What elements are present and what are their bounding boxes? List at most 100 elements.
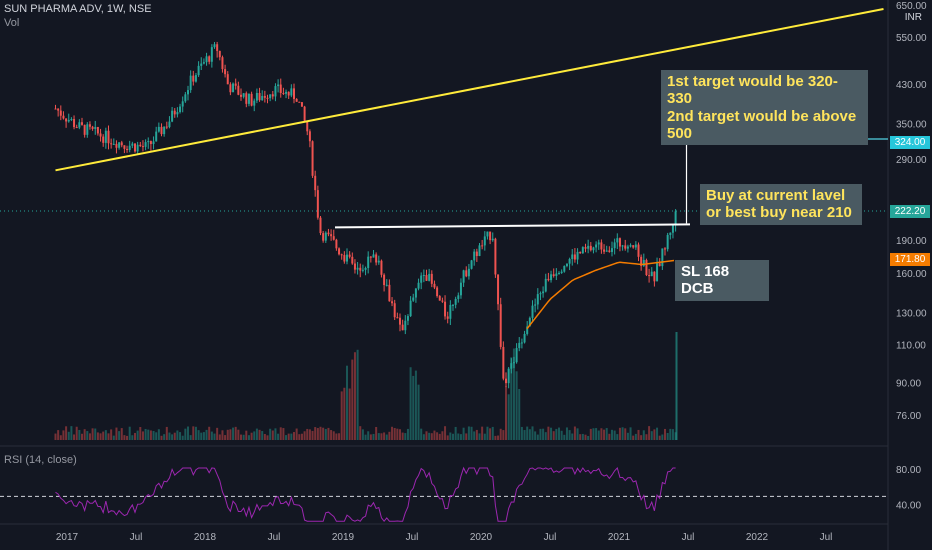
volume-bar	[536, 434, 539, 440]
volume-bar	[367, 431, 370, 440]
targets-annotation: 1st target would be 320-330 2nd target w…	[661, 70, 868, 145]
volume-bar	[330, 430, 333, 440]
volume-bar	[425, 431, 428, 440]
volume-bar	[550, 427, 553, 440]
candle-body	[372, 254, 375, 258]
candle-body	[359, 267, 362, 271]
candle-body	[377, 260, 380, 263]
volume-bar	[512, 348, 515, 440]
candle-body	[70, 119, 73, 121]
volume-bar	[335, 433, 338, 440]
candle-body	[579, 251, 582, 254]
candle-body	[552, 274, 555, 276]
candle-body	[112, 143, 115, 145]
time-tick-label: Jul	[682, 532, 695, 543]
price-tick-label: 290.00	[896, 155, 927, 166]
candle-body	[571, 254, 574, 260]
volume-bar	[459, 434, 462, 440]
volume-bar	[213, 433, 216, 440]
volume-bar	[245, 430, 248, 440]
time-tick-label: 2021	[608, 532, 631, 543]
time-tick-label: 2017	[56, 532, 79, 543]
candle-body	[436, 287, 439, 297]
moving-average-line	[526, 259, 675, 330]
candle-body	[629, 245, 632, 247]
candle-body	[661, 248, 664, 267]
candle-body	[356, 267, 359, 270]
volume-bar	[664, 428, 666, 440]
candle-body	[306, 120, 309, 132]
candle-body	[422, 274, 425, 276]
volume-bar	[624, 428, 627, 440]
candle-body	[258, 92, 261, 101]
volume-bar	[274, 428, 277, 440]
volume-bar	[139, 427, 142, 440]
candle-body	[534, 304, 537, 306]
price-tick-label: 90.00	[896, 379, 921, 390]
volume-bar	[372, 433, 375, 440]
volume-bar	[634, 433, 637, 440]
candle-body	[322, 233, 325, 241]
candle-body	[444, 301, 447, 317]
volume-bar	[616, 434, 619, 440]
volume-bar	[571, 433, 574, 440]
candle-body	[149, 141, 152, 145]
volume-bar	[247, 435, 250, 440]
volume-bar	[141, 431, 144, 440]
volume-bar	[412, 375, 415, 440]
candle-body	[576, 251, 579, 260]
candle-body	[200, 63, 203, 66]
volume-bar	[568, 430, 571, 440]
candle-body	[523, 333, 526, 343]
volume-bar	[144, 428, 147, 440]
candle-body	[81, 122, 83, 125]
volume-bar	[226, 429, 229, 440]
candle-body	[210, 47, 213, 62]
volume-bar	[409, 367, 412, 440]
candle-body	[192, 75, 195, 82]
candle-body	[229, 84, 232, 93]
candle-body	[364, 267, 367, 270]
candle-body	[253, 100, 256, 106]
volume-bar	[629, 427, 632, 440]
price-tick-label: 76.00	[896, 411, 921, 422]
candle-body	[650, 271, 653, 277]
candle-body	[648, 275, 651, 277]
candle-body	[518, 342, 521, 349]
candle-body	[96, 127, 99, 134]
candle-body	[674, 211, 677, 226]
candle-body	[478, 245, 481, 256]
candle-body	[497, 274, 500, 305]
volume-bar	[608, 433, 611, 440]
volume-bar	[499, 428, 502, 440]
candle-body	[666, 234, 669, 250]
candle-body	[221, 57, 224, 70]
candle-body	[536, 294, 539, 305]
volume-bar	[237, 429, 240, 440]
candle-body	[515, 348, 518, 363]
volume-bar	[430, 433, 433, 440]
volume-bar	[308, 429, 311, 440]
volume-bar	[171, 434, 174, 440]
volume-bar	[449, 432, 452, 440]
volume-bar	[380, 433, 383, 440]
volume-bar	[81, 433, 83, 440]
volume-bar	[489, 428, 492, 440]
candle-body	[335, 239, 338, 249]
volume-bar	[393, 427, 396, 440]
volume-bar	[406, 428, 409, 440]
candle-body	[600, 242, 603, 250]
candle-body	[332, 236, 335, 240]
volume-bar	[65, 426, 68, 440]
volume-bar	[107, 433, 110, 440]
buy-annotation: Buy at current lavel or best buy near 21…	[700, 184, 862, 225]
volume-bar	[481, 426, 484, 440]
candle-body	[555, 273, 558, 276]
candle-body	[139, 144, 142, 147]
symbol-title: SUN PHARMA ADV, 1W, NSE	[4, 3, 152, 15]
volume-bar	[491, 426, 494, 440]
candle-body	[269, 94, 272, 99]
candle-body	[388, 284, 391, 302]
volume-bar	[192, 426, 195, 440]
volume-bar	[54, 433, 57, 440]
